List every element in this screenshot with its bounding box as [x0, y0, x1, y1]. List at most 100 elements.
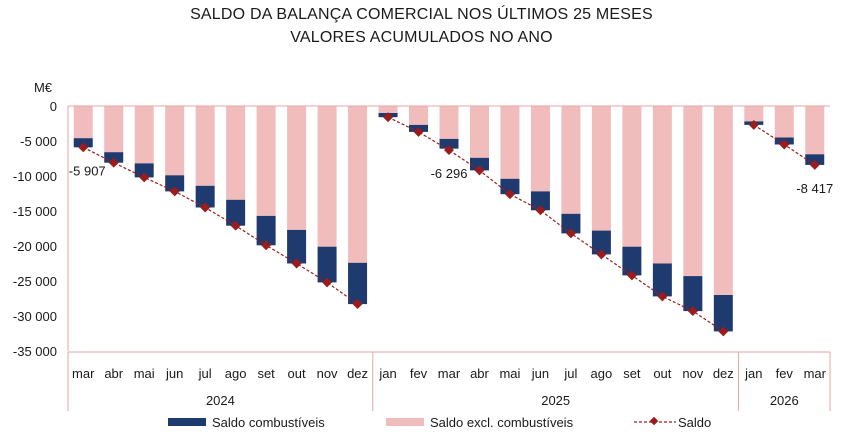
y-tick-label: -25 000	[13, 274, 57, 289]
bar-fuel	[195, 185, 215, 208]
x-tick-label: fev	[776, 366, 794, 381]
bar-excl-fuel	[439, 106, 459, 139]
x-tick-label: abr	[470, 366, 489, 381]
bar-excl-fuel	[713, 106, 733, 295]
bar-fuel	[713, 295, 733, 332]
bar-excl-fuel	[378, 106, 398, 113]
bar-excl-fuel	[226, 106, 246, 200]
saldo-marker	[809, 159, 820, 170]
bar-excl-fuel	[500, 106, 520, 179]
saldo-marker	[413, 126, 424, 137]
saldo-marker	[108, 157, 119, 168]
bar-excl-fuel	[195, 106, 215, 186]
y-axis-unit-label: M€	[34, 80, 53, 95]
bar-fuel	[317, 246, 337, 283]
legend-label-excl-fuel: Saldo excl. combustíveis	[430, 414, 574, 430]
bar-fuel	[683, 276, 703, 312]
chart-title: SALDO DA BALANÇA COMERCIAL NOS ÚLTIMOS 2…	[190, 6, 653, 23]
saldo-marker	[748, 119, 759, 130]
legend-item-saldo: Saldo	[634, 412, 711, 432]
x-tick-label: mar	[72, 366, 95, 381]
bar-excl-fuel	[317, 106, 337, 247]
x-tick-label: jul	[563, 366, 577, 381]
bar-fuel	[439, 138, 459, 149]
legend-swatch-excl-fuel	[386, 418, 424, 426]
bar-excl-fuel	[409, 106, 429, 125]
saldo-marker	[291, 258, 302, 269]
bar-fuel	[591, 230, 611, 255]
bar-fuel	[561, 213, 581, 234]
x-tick-label: out	[288, 366, 306, 381]
bar-fuel	[348, 262, 368, 305]
y-tick-label: 0	[50, 99, 57, 114]
bar-excl-fuel	[622, 106, 642, 247]
saldo-marker	[352, 299, 363, 310]
legend-item-fuel: Saldo combustíveis	[168, 412, 325, 432]
x-tick-label: set	[623, 366, 641, 381]
x-tick-label: set	[257, 366, 275, 381]
x-tick-label: abr	[104, 366, 123, 381]
saldo-marker	[78, 142, 89, 153]
bar-excl-fuel	[805, 106, 825, 155]
legend-swatch-saldo	[634, 417, 676, 426]
x-tick-label: mar	[804, 366, 827, 381]
x-tick-label: dez	[713, 366, 734, 381]
saldo-line	[82, 146, 358, 305]
group-label: 2026	[770, 393, 799, 408]
bar-fuel	[530, 191, 550, 211]
y-tick-label: -10 000	[13, 169, 57, 184]
x-tick-label: mar	[438, 366, 461, 381]
y-tick-label: -20 000	[13, 239, 57, 254]
x-tick-label: dez	[347, 366, 368, 381]
saldo-marker	[779, 139, 790, 150]
saldo-marker	[474, 165, 485, 176]
bar-excl-fuel	[348, 106, 368, 263]
bar-fuel	[500, 178, 520, 195]
bar-fuel	[622, 246, 642, 276]
y-tick-label: -5 000	[20, 134, 57, 149]
bar-excl-fuel	[256, 106, 276, 216]
data-label-saldo: -8 417	[796, 181, 833, 196]
chart-subtitle: VALORES ACUMULADOS NO ANO	[290, 29, 553, 46]
legend-swatch-fuel	[168, 418, 206, 426]
saldo-marker	[139, 172, 150, 183]
bar-excl-fuel	[73, 106, 93, 139]
y-tick-label: -35 000	[13, 344, 57, 359]
x-tick-label: ago	[591, 366, 613, 381]
saldo-marker	[596, 249, 607, 260]
y-tick-label: -15 000	[13, 204, 57, 219]
saldo-marker	[505, 189, 515, 200]
x-tick-label: jul	[198, 366, 212, 381]
x-tick-label: jan	[744, 366, 762, 381]
bar-excl-fuel	[287, 106, 307, 230]
bar-excl-fuel	[469, 106, 489, 158]
x-tick-label: nov	[682, 366, 703, 381]
x-tick-label: nov	[317, 366, 338, 381]
bar-excl-fuel	[165, 106, 185, 176]
legend-label-saldo: Saldo	[678, 414, 712, 430]
group-label: 2024	[206, 393, 235, 408]
saldo-marker	[444, 145, 454, 156]
x-tick-label: out	[653, 366, 671, 381]
x-tick-label: fev	[410, 366, 428, 381]
x-tick-label: ago	[225, 366, 247, 381]
bar-excl-fuel	[683, 106, 703, 277]
saldo-marker	[322, 277, 333, 288]
saldo-line	[387, 116, 724, 332]
bar-excl-fuel	[561, 106, 581, 214]
bar-fuel	[226, 199, 246, 226]
saldo-marker	[261, 240, 272, 251]
x-tick-label: jan	[378, 366, 396, 381]
x-tick-label: mai	[134, 366, 155, 381]
saldo-marker	[687, 306, 698, 317]
bar-fuel	[104, 152, 124, 163]
saldo-marker	[230, 220, 241, 231]
bar-excl-fuel	[530, 106, 550, 192]
legend-label-fuel: Saldo combustíveis	[212, 414, 325, 430]
legend-item-excl-fuel: Saldo excl. combustíveis	[386, 412, 573, 432]
saldo-marker	[657, 291, 668, 302]
bar-excl-fuel	[134, 106, 154, 164]
bar-fuel	[165, 175, 185, 192]
saldo-marker	[718, 326, 729, 337]
